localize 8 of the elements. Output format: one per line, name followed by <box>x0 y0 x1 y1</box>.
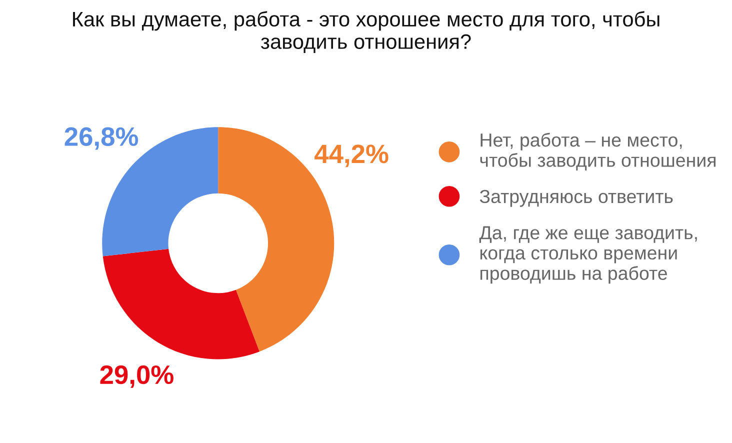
legend-label: Нет, работа – не место, чтобы заводить отношения <box>480 132 716 170</box>
data-label: 44,2% <box>314 144 388 168</box>
data-label: 26,8% <box>64 127 138 150</box>
legend-label: Затрудняюсь ответить <box>480 190 673 207</box>
legend-label: Да, где же еще заводить, когда столько времени проводишь на работе <box>479 226 697 284</box>
data-label: 29,0% <box>100 365 174 388</box>
donut-slice <box>102 248 260 360</box>
chart-title: Как вы думаете, работа - это хорошее место для того, чтобы заводить отношения? <box>73 11 660 53</box>
